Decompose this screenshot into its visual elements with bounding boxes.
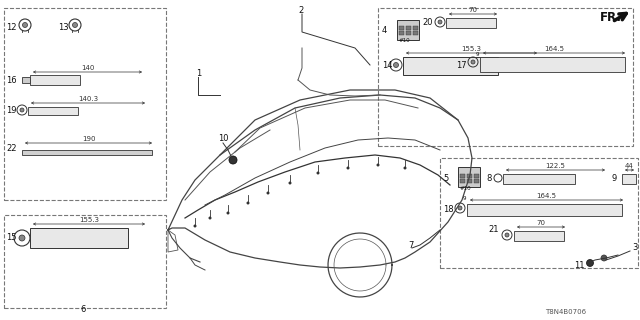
Bar <box>403 57 498 75</box>
Text: 19: 19 <box>6 106 17 115</box>
Circle shape <box>601 255 607 261</box>
Bar <box>467 204 622 216</box>
Circle shape <box>209 217 211 220</box>
Circle shape <box>471 60 475 64</box>
Text: 70: 70 <box>468 7 477 13</box>
Text: 17: 17 <box>456 60 467 69</box>
Circle shape <box>376 164 380 166</box>
Text: 3: 3 <box>632 244 637 252</box>
Bar <box>399 31 404 35</box>
Circle shape <box>19 235 25 241</box>
Circle shape <box>317 172 319 174</box>
Text: 10: 10 <box>218 133 228 142</box>
Text: 16: 16 <box>6 76 17 84</box>
Bar <box>22 150 152 155</box>
Text: 11: 11 <box>574 260 584 269</box>
Text: #10: #10 <box>460 186 472 190</box>
Text: 2: 2 <box>298 5 303 14</box>
Text: 9: 9 <box>463 196 467 201</box>
Bar <box>503 174 575 184</box>
Circle shape <box>403 166 406 170</box>
Circle shape <box>227 212 230 214</box>
Bar <box>460 174 465 178</box>
Bar <box>30 75 80 85</box>
Text: 155.3: 155.3 <box>461 46 481 52</box>
Text: 155.3: 155.3 <box>79 217 99 223</box>
Bar <box>460 179 465 183</box>
Text: 20: 20 <box>422 18 433 27</box>
Bar <box>440 158 638 268</box>
Text: 44: 44 <box>625 163 634 169</box>
Bar <box>480 57 625 72</box>
Text: 70: 70 <box>536 220 545 226</box>
Text: 140.3: 140.3 <box>78 96 98 102</box>
Bar <box>622 174 636 184</box>
Text: 1: 1 <box>196 68 201 77</box>
Text: T8N4B0706: T8N4B0706 <box>545 309 586 315</box>
Bar <box>22 77 30 83</box>
Text: 22: 22 <box>6 143 17 153</box>
Circle shape <box>229 156 237 164</box>
Bar <box>30 228 128 248</box>
Bar <box>467 174 472 178</box>
Text: 164.5: 164.5 <box>544 46 564 52</box>
Text: #10: #10 <box>399 37 411 43</box>
Bar <box>397 20 419 40</box>
Bar <box>28 107 78 115</box>
Circle shape <box>193 225 196 228</box>
Circle shape <box>586 260 593 267</box>
Circle shape <box>438 20 442 24</box>
Text: 7: 7 <box>408 241 413 250</box>
Bar <box>413 31 418 35</box>
Bar <box>4 8 166 200</box>
Text: 8: 8 <box>486 173 492 182</box>
Text: 13: 13 <box>58 22 68 31</box>
Bar <box>467 179 472 183</box>
Text: 6: 6 <box>80 306 86 315</box>
Text: 122.5: 122.5 <box>545 163 565 169</box>
Circle shape <box>72 22 77 28</box>
Bar <box>458 167 480 187</box>
Text: 18: 18 <box>443 205 454 214</box>
Text: 12: 12 <box>6 22 17 31</box>
Text: 5: 5 <box>443 173 448 182</box>
Bar <box>474 179 479 183</box>
Bar <box>406 26 411 30</box>
Circle shape <box>458 206 462 210</box>
Bar <box>4 215 166 308</box>
Circle shape <box>22 22 28 28</box>
Circle shape <box>346 166 349 170</box>
Bar <box>514 231 564 241</box>
Text: 164.5: 164.5 <box>536 193 557 199</box>
Text: 21: 21 <box>488 226 499 235</box>
Text: FR.: FR. <box>600 11 622 23</box>
Circle shape <box>394 62 399 68</box>
Bar <box>406 31 411 35</box>
Text: 140: 140 <box>81 65 94 71</box>
Text: 14: 14 <box>382 60 392 69</box>
Bar <box>446 18 496 28</box>
Bar <box>399 26 404 30</box>
Text: 9: 9 <box>612 173 617 182</box>
Circle shape <box>246 202 250 204</box>
Text: 190: 190 <box>82 136 95 142</box>
Text: 15: 15 <box>6 234 17 243</box>
Circle shape <box>289 181 291 185</box>
Bar <box>413 26 418 30</box>
Circle shape <box>266 191 269 195</box>
Circle shape <box>20 108 24 112</box>
Text: 9: 9 <box>476 52 479 57</box>
Text: 4: 4 <box>382 26 387 35</box>
Bar <box>474 174 479 178</box>
Circle shape <box>505 233 509 237</box>
Bar <box>378 8 633 146</box>
